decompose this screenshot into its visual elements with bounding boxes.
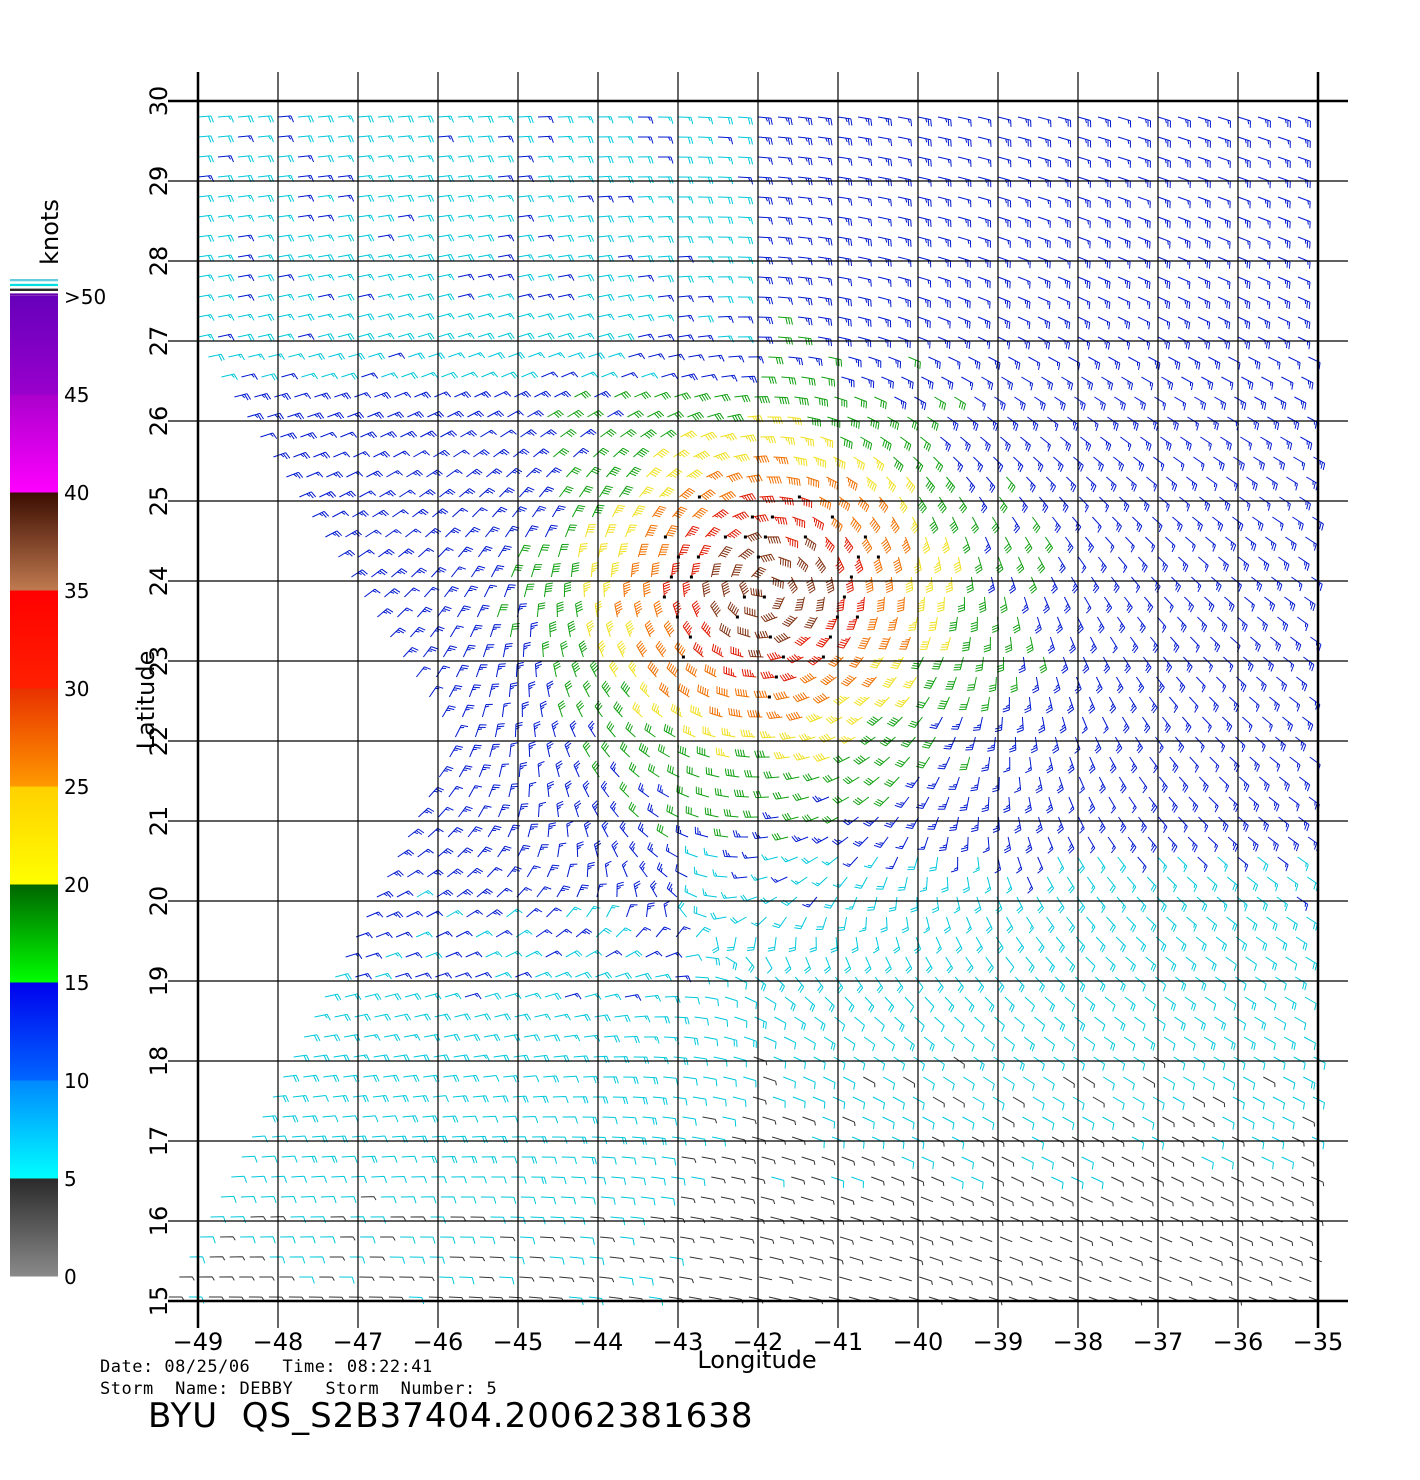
latitude-tick-label: 20 [145,886,173,917]
legend-tick-label: 20 [64,873,89,897]
latitude-tick-label: 15 [145,1286,173,1317]
legend-overflow-strip [10,279,58,282]
legend-overflow-strip [10,281,58,284]
longitude-tick-label: −42 [733,1328,784,1356]
legend-band [10,394,58,493]
storm-info-line: Storm Name: DEBBY Storm Number: 5 [100,1379,498,1399]
latitude-tick-label: 18 [145,1046,173,1077]
legend-unit-label: knots [36,199,64,265]
longitude-tick-label: −49 [173,1328,224,1356]
legend-tick-label: 10 [64,1069,89,1093]
legend-tick-label: 35 [64,579,89,603]
legend-tick-label: 45 [64,383,89,407]
latitude-tick-label: 22 [145,726,173,757]
latitude-tick-label: 29 [145,166,173,197]
latitude-tick-label: 30 [145,86,173,117]
legend-band [10,688,58,787]
legend-tick-label: 25 [64,775,89,799]
legend-band [10,1080,58,1179]
longitude-tick-label: −35 [1293,1328,1344,1356]
legend-tick-label: 0 [64,1265,77,1289]
legend-tick-label: 5 [64,1167,77,1191]
legend-tick-label: >50 [64,285,106,309]
legend-overflow-strip [10,293,58,296]
latitude-tick-label: 26 [145,406,173,437]
longitude-tick-label: −36 [1213,1328,1264,1356]
legend-tick-label: 30 [64,677,89,701]
latitude-tick-label: 25 [145,486,173,517]
longitude-tick-label: −45 [493,1328,544,1356]
tick-labels: −49 −48 −47 −46 −45 −44 −43 −42 −41 −40 −39 −38 −37 −… [145,86,1343,1356]
longitude-tick-label: −39 [973,1328,1024,1356]
longitude-tick-label: −43 [653,1328,704,1356]
latitude-tick-label: 21 [145,806,173,837]
latitude-axis-label: Latitude [132,651,160,750]
longitude-tick-label: −37 [1133,1328,1184,1356]
legend-overflow-strip [10,291,58,294]
legend-band [10,884,58,983]
latitude-tick-label: 23 [145,646,173,677]
longitude-tick-label: −48 [253,1328,304,1356]
longitude-tick-label: −47 [333,1328,384,1356]
date-time-line: Date: 08/25/06 Time: 08:22:41 [100,1357,433,1377]
latitude-tick-label: 19 [145,966,173,997]
legend-band [10,982,58,1081]
latitude-tick-label: 17 [145,1126,173,1157]
legend-band [10,786,58,885]
longitude-tick-label: −41 [813,1328,864,1356]
latitude-tick-label: 28 [145,246,173,277]
longitude-tick-label: −44 [573,1328,624,1356]
wind-barbs [168,115,1326,1306]
latitude-tick-label: 16 [145,1206,173,1237]
longitude-axis-label: Longitude [697,1346,816,1374]
legend-band [10,590,58,689]
longitude-tick-label: −46 [413,1328,464,1356]
legend-band [10,1178,58,1277]
latitude-tick-label: 27 [145,326,173,357]
legend-overflow-strip [10,286,58,289]
latitude-tick-label: 24 [145,566,173,597]
lat-lon-grid [168,72,1348,1328]
wind-speed-legend: >50 45 40 35 30 25 20 15 10 5 0 [10,279,106,1289]
longitude-tick-label: −38 [1053,1328,1104,1356]
legend-band [10,492,58,591]
legend-tick-label: 15 [64,971,89,995]
legend-overflow-strip [10,283,58,287]
file-identifier: BYU QS_S2B37404.20062381638 [148,1396,754,1436]
legend-tick-label: 40 [64,481,89,505]
legend-band [10,296,58,395]
longitude-tick-label: −40 [893,1328,944,1356]
legend-overflow-strip [10,288,58,291]
